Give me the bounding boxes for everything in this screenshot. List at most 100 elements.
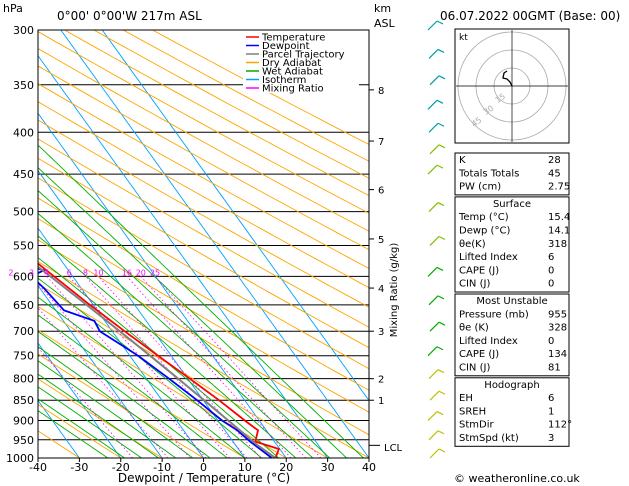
stats-label: Pressure (mb) <box>459 309 529 320</box>
pressure-tick-label: 650 <box>13 299 34 312</box>
dry-adiabat-line <box>38 378 163 458</box>
stats-section-title: Most Unstable <box>476 296 547 307</box>
stats-value: 318 <box>548 239 567 250</box>
km-tick-label: 5 <box>378 235 384 246</box>
km-tick-label: 6 <box>378 186 384 197</box>
wind-barb-flag <box>438 144 446 149</box>
mixing-ratio-label: 3 <box>29 268 34 277</box>
stats-value: 0 <box>548 279 554 290</box>
temperature-series-line <box>38 262 281 458</box>
pressure-tick-label: 950 <box>13 434 34 447</box>
mixing-ratio-line <box>38 346 133 458</box>
wet-adiabat-line <box>38 257 280 458</box>
stats-value: 1 <box>548 406 554 417</box>
wind-barb <box>429 144 440 155</box>
stats-table: K 28 Totals Totals 45 PW (cm) 2.75 Surface Temp… <box>454 152 572 447</box>
wet-adiabat-line <box>38 410 109 458</box>
mixing-ratio-line <box>98 276 262 458</box>
wind-barb <box>429 321 440 332</box>
wind-barb <box>429 390 440 401</box>
isotherm-line <box>60 30 369 458</box>
dry-adiabat-line <box>38 157 369 349</box>
parcel-trajectory-series-line <box>38 265 277 458</box>
stats-value: 81 <box>548 363 561 374</box>
wet-adiabat-line <box>38 212 314 458</box>
stats-label: Lifted Index <box>459 252 518 263</box>
isotherm-line <box>38 342 122 458</box>
mixing-ratio-labels: 12346810162025 <box>8 268 160 277</box>
dry-adiabat-line <box>38 239 369 436</box>
dry-adiabat-line <box>92 30 369 179</box>
wind-barb-flag <box>436 411 444 416</box>
wind-barb-flag <box>438 321 446 326</box>
stats-value: 2.75 <box>548 182 570 193</box>
mixing-ratio-label: 20 <box>136 268 146 277</box>
stats-label: Totals Totals <box>458 168 519 179</box>
x-tick-label: 40 <box>362 461 376 474</box>
wind-barb-flag <box>438 235 446 241</box>
km-label: km <box>374 2 391 15</box>
wet-adiabat-line <box>38 189 331 458</box>
wind-barb-flag <box>436 346 444 351</box>
wind-barb-flag <box>436 20 444 25</box>
stats-section-title: Surface <box>493 199 531 210</box>
stats-value: 45 <box>548 168 561 179</box>
mixing-ratio-line <box>140 276 307 458</box>
x-tick-label: 20 <box>279 461 293 474</box>
pressure-tick-label: 450 <box>13 168 34 181</box>
wind-barb <box>427 266 438 277</box>
wind-barb-flag <box>437 369 445 374</box>
stats-label: θe(K) <box>459 239 486 250</box>
stats-value: 6 <box>548 393 554 404</box>
wet-adiabat-line <box>38 314 228 458</box>
km-tick-label: 8 <box>378 86 384 97</box>
x-tick-label: -40 <box>29 461 47 474</box>
wind-barb-flag <box>437 430 445 435</box>
wind-barb <box>429 75 440 86</box>
dry-adiabat-line <box>151 30 369 146</box>
dry-adiabat-line <box>38 197 369 391</box>
wind-barb <box>428 369 439 380</box>
pressure-tick-label: 1000 <box>6 452 34 465</box>
stats-label: CAPE (J) <box>459 349 499 360</box>
legend-label: Mixing Ratio <box>262 84 324 95</box>
mixing-ratio-label: 8 <box>83 268 88 277</box>
datetime-title: 06.07.2022 00GMT (Base: 00) <box>440 9 620 23</box>
legend-label: Dewpoint <box>262 41 310 52</box>
hodograph-kt-label: kt <box>459 33 468 43</box>
stats-section-box <box>454 293 570 377</box>
dewpoint-series-line <box>38 267 273 458</box>
stats-label: Temp (°C) <box>458 212 509 223</box>
wind-barb-flag <box>438 75 446 80</box>
stats-value: 0 <box>548 265 554 276</box>
isotherm-line <box>38 112 287 458</box>
km-tick-label: 1 <box>378 396 384 407</box>
mixing-ratio-label: 25 <box>150 268 160 277</box>
pressure-tick-label: 700 <box>13 325 34 338</box>
wet-adiabat-line <box>38 296 246 458</box>
location-title: 0°00' 0°00'W 217m ASL <box>57 9 202 23</box>
wind-barbs <box>427 20 446 459</box>
pressure-tick-label: 850 <box>13 394 34 407</box>
dry-adiabat-line <box>122 30 369 162</box>
wind-barb-flag <box>438 390 446 395</box>
pressure-tick-label: 900 <box>13 415 34 428</box>
wind-barb <box>429 236 440 246</box>
legend-label: Temperature <box>261 33 325 44</box>
stats-label: EH <box>459 393 473 404</box>
stats-label: StmSpd (kt) <box>459 433 519 444</box>
stats-value: 14.1 <box>548 226 570 237</box>
grid-lines <box>38 30 369 458</box>
dry-adiabat-line <box>38 283 329 458</box>
isotherm-line <box>101 30 369 402</box>
x-tick-label: -10 <box>153 461 171 474</box>
stats-label: Lifted Index <box>459 336 518 347</box>
stats-value: 955 <box>548 309 567 320</box>
axes: 3003504004505005506006507007508008509009… <box>6 24 384 474</box>
pressure-tick-label: 300 <box>13 24 34 37</box>
wind-barb-flag <box>437 122 445 127</box>
stats-section-box <box>454 152 570 196</box>
stats-label: CAPE (J) <box>459 265 499 276</box>
